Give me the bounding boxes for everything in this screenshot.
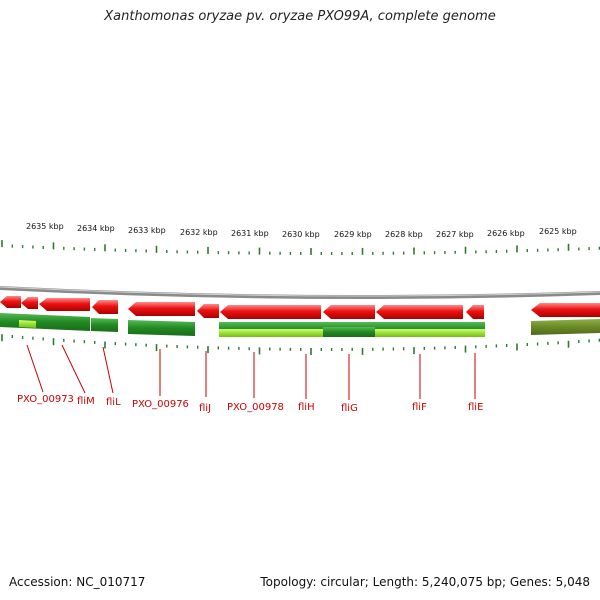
- gene-arrow[interactable]: [197, 304, 219, 318]
- kbp-label: 2626 kbp: [487, 229, 525, 238]
- gene-label[interactable]: fliL: [106, 397, 121, 408]
- accession-text: Accession: NC_010717: [9, 575, 146, 589]
- gene-label[interactable]: fliH: [298, 402, 315, 413]
- feature-bar[interactable]: [128, 320, 195, 336]
- genome-title: Xanthomonas oryzae pv. oryzae PXO99A, co…: [104, 9, 496, 24]
- feature-bar[interactable]: [375, 329, 485, 337]
- gene-label-lines: [26, 344, 476, 400]
- gene-arrow[interactable]: [0, 296, 21, 308]
- kbp-label: 2628 kbp: [385, 230, 423, 239]
- kbp-label: 2635 kbp: [26, 222, 64, 231]
- feature-bar[interactable]: [531, 319, 600, 335]
- scale-labels: 2635 kbp 2634 kbp 2633 kbp 2632 kbp 2631…: [26, 222, 577, 239]
- gene-label[interactable]: fliG: [341, 403, 358, 414]
- kbp-label: 2633 kbp: [128, 226, 166, 235]
- forward-strand-genes: [0, 296, 600, 319]
- gene-label[interactable]: PXO_00976: [132, 399, 189, 410]
- kbp-label: 2629 kbp: [334, 230, 372, 239]
- gene-label[interactable]: fliF: [412, 402, 427, 413]
- scale-ticks-bottom: [1, 334, 600, 355]
- feature-bar[interactable]: [219, 329, 323, 337]
- gene-label[interactable]: fliJ: [199, 403, 211, 414]
- callout-line: [61, 344, 86, 394]
- gene-arrow[interactable]: [323, 305, 375, 319]
- genome-summary-text: Topology: circular; Length: 5,240,075 bp…: [260, 575, 590, 589]
- feature-bar[interactable]: [19, 320, 36, 328]
- genome-backbone-highlight: [0, 286, 600, 297]
- gene-arrow[interactable]: [21, 297, 38, 309]
- gene-label[interactable]: PXO_00973: [17, 394, 74, 405]
- feature-bar[interactable]: [91, 318, 118, 332]
- gene-arrow[interactable]: [39, 298, 90, 311]
- kbp-label: 2632 kbp: [180, 228, 218, 237]
- gene-arrow[interactable]: [531, 303, 600, 317]
- feature-bar[interactable]: [323, 327, 375, 337]
- gene-arrow[interactable]: [466, 305, 484, 319]
- scale-ticks-top: [1, 240, 600, 255]
- genome-backbone: [0, 286, 600, 299]
- callout-line: [26, 344, 44, 393]
- gene-arrow[interactable]: [128, 302, 195, 316]
- kbp-label: 2631 kbp: [231, 229, 269, 238]
- gene-label[interactable]: fliM: [77, 396, 95, 407]
- gene-label[interactable]: PXO_00978: [227, 402, 284, 413]
- gene-arrow[interactable]: [92, 300, 118, 314]
- reverse-strand-features: [0, 313, 600, 337]
- feature-bar[interactable]: [0, 313, 90, 331]
- gene-arrow[interactable]: [220, 305, 321, 319]
- kbp-label: 2625 kbp: [539, 227, 577, 236]
- kbp-label: 2630 kbp: [282, 230, 320, 239]
- kbp-label: 2634 kbp: [77, 224, 115, 233]
- kbp-label: 2627 kbp: [436, 230, 474, 239]
- callout-line: [102, 346, 114, 394]
- gene-label[interactable]: fliE: [468, 402, 483, 413]
- gene-arrow[interactable]: [376, 305, 463, 319]
- gene-labels: PXO_00973 fliM fliL PXO_00976 fliJ PXO_0…: [17, 394, 483, 414]
